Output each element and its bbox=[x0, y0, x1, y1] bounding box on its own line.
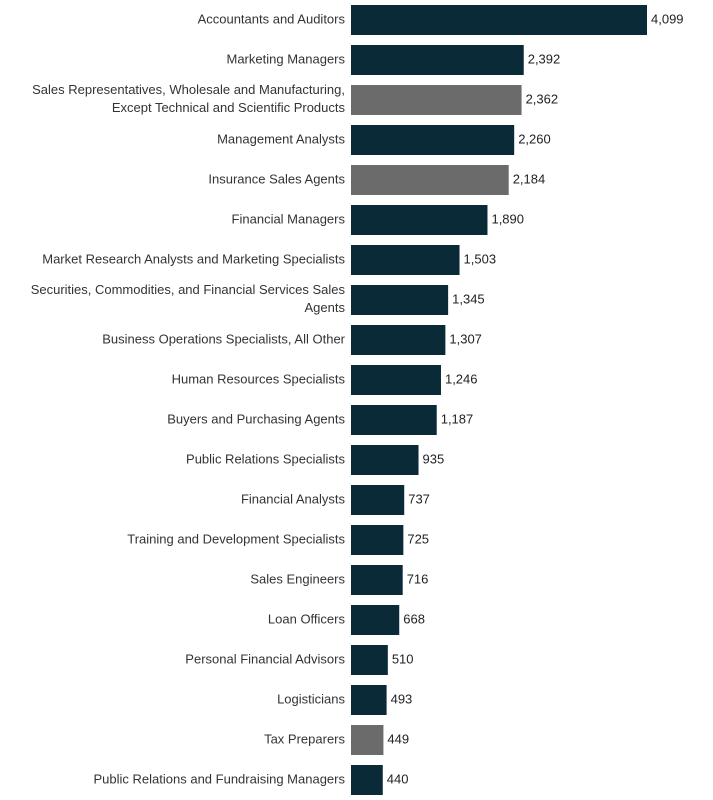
category-label-line: Except Technical and Scientific Products bbox=[112, 100, 346, 115]
category-label: Sales Engineers bbox=[250, 571, 345, 586]
value-label: 4,099 bbox=[651, 11, 684, 26]
bar bbox=[351, 245, 460, 275]
value-label: 2,392 bbox=[528, 51, 561, 66]
bar bbox=[351, 165, 509, 195]
value-label: 1,187 bbox=[441, 411, 474, 426]
value-label: 2,362 bbox=[526, 91, 559, 106]
value-label: 716 bbox=[407, 571, 429, 586]
bar bbox=[351, 525, 404, 555]
value-label: 2,260 bbox=[518, 131, 551, 146]
bar bbox=[351, 725, 384, 755]
value-label: 725 bbox=[407, 531, 429, 546]
bar bbox=[351, 765, 383, 795]
category-label: Management Analysts bbox=[217, 131, 345, 146]
category-label: Insurance Sales Agents bbox=[208, 171, 345, 186]
value-label: 493 bbox=[391, 691, 413, 706]
bar bbox=[351, 45, 524, 75]
bar bbox=[351, 485, 405, 515]
category-label: Accountants and Auditors bbox=[198, 11, 346, 26]
category-label: Human Resources Specialists bbox=[172, 371, 346, 386]
bar bbox=[351, 565, 403, 595]
category-label: Business Operations Specialists, All Oth… bbox=[102, 331, 345, 346]
value-label: 440 bbox=[387, 771, 409, 786]
value-label: 2,184 bbox=[513, 171, 546, 186]
category-label: Personal Financial Advisors bbox=[185, 651, 345, 666]
value-label: 1,307 bbox=[449, 331, 482, 346]
value-label: 1,345 bbox=[452, 291, 485, 306]
category-label: Public Relations Specialists bbox=[186, 451, 345, 466]
category-label-line: Securities, Commodities, and Financial S… bbox=[31, 282, 346, 297]
bar bbox=[351, 325, 446, 355]
bar bbox=[351, 605, 400, 635]
category-label: Marketing Managers bbox=[227, 51, 346, 66]
bar bbox=[351, 5, 647, 35]
bar bbox=[351, 645, 388, 675]
value-label: 1,503 bbox=[464, 251, 497, 266]
category-label: Public Relations and Fundraising Manager… bbox=[94, 771, 346, 786]
value-label: 510 bbox=[392, 651, 414, 666]
category-label: Sales Representatives, Wholesale and Man… bbox=[32, 82, 345, 115]
category-label: Logisticians bbox=[277, 691, 345, 706]
category-label: Tax Preparers bbox=[264, 731, 345, 746]
value-label: 737 bbox=[408, 491, 430, 506]
value-label: 449 bbox=[387, 731, 409, 746]
bar bbox=[351, 405, 437, 435]
bar bbox=[351, 125, 515, 155]
category-label-line: Agents bbox=[305, 300, 346, 315]
value-label: 668 bbox=[403, 611, 425, 626]
category-label: Financial Analysts bbox=[241, 491, 346, 506]
category-label: Financial Managers bbox=[232, 211, 346, 226]
category-label: Market Research Analysts and Marketing S… bbox=[42, 251, 345, 266]
bar bbox=[351, 365, 441, 395]
bar bbox=[351, 205, 488, 235]
bar bbox=[351, 85, 522, 115]
bar bbox=[351, 285, 449, 315]
value-label: 1,246 bbox=[445, 371, 478, 386]
category-label: Securities, Commodities, and Financial S… bbox=[31, 282, 346, 315]
bar bbox=[351, 445, 419, 475]
bar bbox=[351, 685, 387, 715]
value-label: 1,890 bbox=[491, 211, 524, 226]
category-label: Loan Officers bbox=[268, 611, 346, 626]
category-label: Buyers and Purchasing Agents bbox=[167, 411, 345, 426]
category-label: Training and Development Specialists bbox=[127, 531, 345, 546]
category-label-line: Sales Representatives, Wholesale and Man… bbox=[32, 82, 345, 97]
value-label: 935 bbox=[423, 451, 445, 466]
